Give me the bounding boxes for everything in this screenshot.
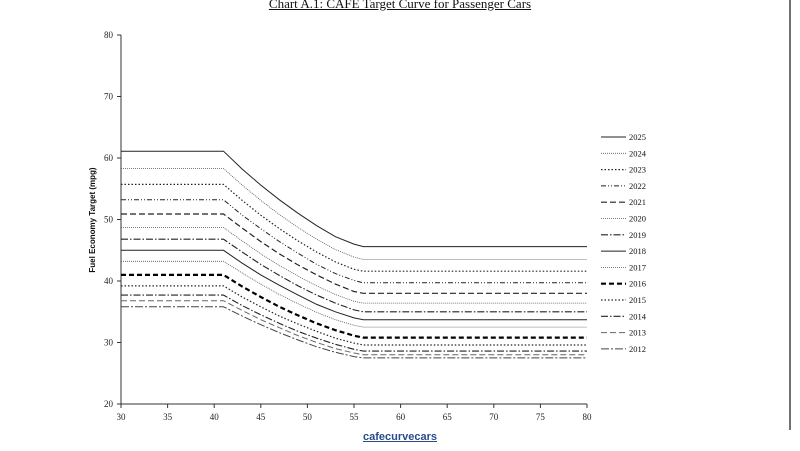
x-tick-label: 35 bbox=[163, 412, 173, 422]
x-tick-label: 50 bbox=[303, 412, 313, 422]
x-tick-label: 45 bbox=[256, 412, 266, 422]
x-tick-label: 65 bbox=[443, 412, 453, 422]
y-axis-label: Fuel Economy Target (mpg) bbox=[88, 167, 97, 273]
y-tick-label: 30 bbox=[104, 338, 114, 348]
series-line-2014 bbox=[121, 294, 587, 352]
x-tick-label: 80 bbox=[583, 412, 593, 422]
x-tick-label: 55 bbox=[350, 412, 360, 422]
x-tick-label: 70 bbox=[489, 412, 499, 422]
legend-label-2014: 2014 bbox=[629, 311, 647, 321]
series-line-2022 bbox=[121, 199, 587, 284]
series-line-2020 bbox=[121, 227, 587, 304]
x-tick-label: 30 bbox=[117, 412, 127, 422]
legend-label-2018: 2018 bbox=[629, 246, 646, 256]
series-line-2023 bbox=[121, 183, 587, 272]
y-tick-label: 40 bbox=[104, 276, 114, 286]
y-tick-label: 80 bbox=[104, 30, 114, 40]
series-line-2018 bbox=[121, 249, 587, 321]
legend: 2025 2024 2023 2022 2021 2020 2019 2018 2017 2016… bbox=[601, 132, 647, 354]
y-tick-label: 60 bbox=[104, 153, 114, 163]
series-line-2024 bbox=[121, 168, 587, 260]
legend-label-2017: 2017 bbox=[629, 262, 646, 272]
x-tick-label: 40 bbox=[210, 412, 220, 422]
legend-label-2019: 2019 bbox=[629, 230, 646, 240]
x-tick-label: 60 bbox=[396, 412, 406, 422]
series-line-2021 bbox=[121, 213, 587, 294]
legend-label-2025: 2025 bbox=[629, 132, 646, 142]
series-line-2025 bbox=[121, 150, 587, 248]
series-line-2013 bbox=[121, 300, 587, 356]
series-line-2015 bbox=[121, 285, 587, 346]
series-line-2019 bbox=[121, 238, 587, 313]
x-tick-label: 75 bbox=[536, 412, 546, 422]
legend-label-2015: 2015 bbox=[629, 295, 646, 305]
legend-label-2020: 2020 bbox=[629, 214, 646, 224]
chart-title: Chart A.1: CAFE Target Curve for Passeng… bbox=[268, 0, 532, 11]
legend-label-2023: 2023 bbox=[629, 165, 646, 175]
series-line-2016 bbox=[121, 273, 587, 339]
series-group bbox=[121, 150, 587, 359]
y-tick-label: 70 bbox=[104, 92, 114, 102]
legend-label-2021: 2021 bbox=[629, 197, 646, 207]
y-tick-label: 20 bbox=[104, 399, 114, 409]
legend-label-2024: 2024 bbox=[629, 148, 647, 158]
legend-label-2012: 2012 bbox=[629, 344, 646, 354]
legend-label-2013: 2013 bbox=[629, 328, 646, 338]
series-line-2012 bbox=[121, 306, 587, 359]
legend-label-2022: 2022 bbox=[629, 181, 646, 191]
series-line-2017 bbox=[121, 260, 587, 328]
legend-label-2016: 2016 bbox=[629, 279, 646, 289]
y-tick-label: 50 bbox=[104, 215, 114, 225]
caption-link[interactable]: cafecurvecars bbox=[362, 431, 437, 443]
